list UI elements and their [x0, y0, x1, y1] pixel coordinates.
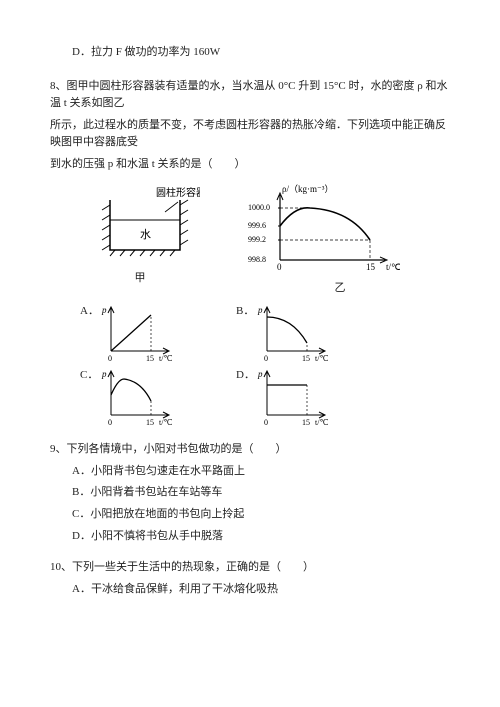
option-d-chart: p 0 15 t/℃	[252, 367, 332, 429]
q8-stem-line2: 所示，此过程水的质量不变，不考虑圆柱形容器的热胀冷缩．下列选项中能正确反映图甲中…	[50, 117, 450, 152]
svg-text:0: 0	[264, 354, 268, 363]
svg-text:0: 0	[264, 418, 268, 427]
svg-text:t/℃: t/℃	[159, 354, 172, 363]
q10-stem: 10、下列一些关于生活中的热现象，正确的是（ ）	[50, 559, 450, 577]
svg-text:999.6: 999.6	[248, 221, 266, 230]
density-chart: 1000.0 999.6 999.2 998.8 ρ/（kg·m⁻³） 0 15…	[240, 180, 400, 280]
q9-option-d: D．小阳不慎将书包从手中脱落	[50, 528, 450, 546]
container-diagram: 圆柱形容器 水	[80, 180, 200, 270]
svg-text:998.8: 998.8	[248, 255, 266, 264]
svg-text:15: 15	[302, 354, 310, 363]
svg-text:0: 0	[108, 418, 112, 427]
svg-text:p: p	[101, 369, 107, 379]
q8-options-row2: C． p 0 15 t/℃ D． p 0 15 t/℃	[80, 367, 450, 429]
svg-text:p: p	[257, 305, 263, 315]
q9-option-c: C．小阳把放在地面的书包向上拎起	[50, 506, 450, 524]
q8-figures: 圆柱形容器 水 甲 1000.0 999.6 999.2 998.8	[80, 180, 450, 298]
svg-text:ρ/（kg·m⁻³）: ρ/（kg·m⁻³）	[282, 184, 333, 194]
option-c-chart: p 0 15 t/℃	[96, 367, 176, 429]
svg-text:p: p	[257, 369, 263, 379]
q8-options-row1: A． p 0 15 t/℃ B． p 0 15 t/℃	[80, 303, 450, 365]
option-b-chart: p 0 15 t/℃	[252, 303, 332, 365]
svg-text:0: 0	[277, 262, 282, 272]
q10-option-a: A．干冰给食品保鲜，利用了干冰熔化吸热	[50, 581, 450, 599]
option-a-chart: p 0 15 t/℃	[96, 303, 176, 365]
svg-text:15: 15	[146, 354, 154, 363]
caption-right: 乙	[280, 280, 400, 298]
water-label: 水	[140, 228, 151, 241]
q8-option-a: A． p 0 15 t/℃	[80, 303, 176, 365]
q8-figure-left: 圆柱形容器 水 甲	[80, 180, 200, 298]
svg-text:1000.0: 1000.0	[248, 203, 270, 212]
q8-option-b: B． p 0 15 t/℃	[236, 303, 332, 365]
q8-option-c: C． p 0 15 t/℃	[80, 367, 176, 429]
q8-option-d: D． p 0 15 t/℃	[236, 367, 332, 429]
q8-figure-right: 1000.0 999.6 999.2 998.8 ρ/（kg·m⁻³） 0 15…	[240, 180, 400, 298]
q8-stem-line1: 8、图甲中圆柱形容器装有适量的水，当水温从 0°C 升到 15°C 时，水的密度…	[50, 78, 450, 113]
svg-text:15: 15	[366, 262, 376, 272]
svg-text:999.2: 999.2	[248, 235, 266, 244]
svg-text:15: 15	[302, 418, 310, 427]
svg-text:t/℃: t/℃	[315, 354, 328, 363]
svg-text:0: 0	[108, 354, 112, 363]
svg-text:t/℃: t/℃	[315, 418, 328, 427]
q7-option-d: D．拉力 F 做功的功率为 160W	[50, 44, 450, 62]
q9-option-b: B．小阳背着书包站在车站等车	[50, 484, 450, 502]
svg-text:15: 15	[146, 418, 154, 427]
svg-text:t/℃: t/℃	[159, 418, 172, 427]
q8-stem-line3: 到水的压强 p 和水温 t 关系的是（ ）	[50, 156, 450, 174]
svg-text:p: p	[101, 305, 107, 315]
svg-text:t/℃: t/℃	[386, 262, 400, 272]
container-label: 圆柱形容器	[156, 186, 200, 199]
q9-option-a: A．小阳背书包匀速走在水平路面上	[50, 463, 450, 481]
q9-stem: 9、下列各情境中，小阳对书包做功的是（ ）	[50, 441, 450, 459]
caption-left: 甲	[80, 270, 200, 288]
